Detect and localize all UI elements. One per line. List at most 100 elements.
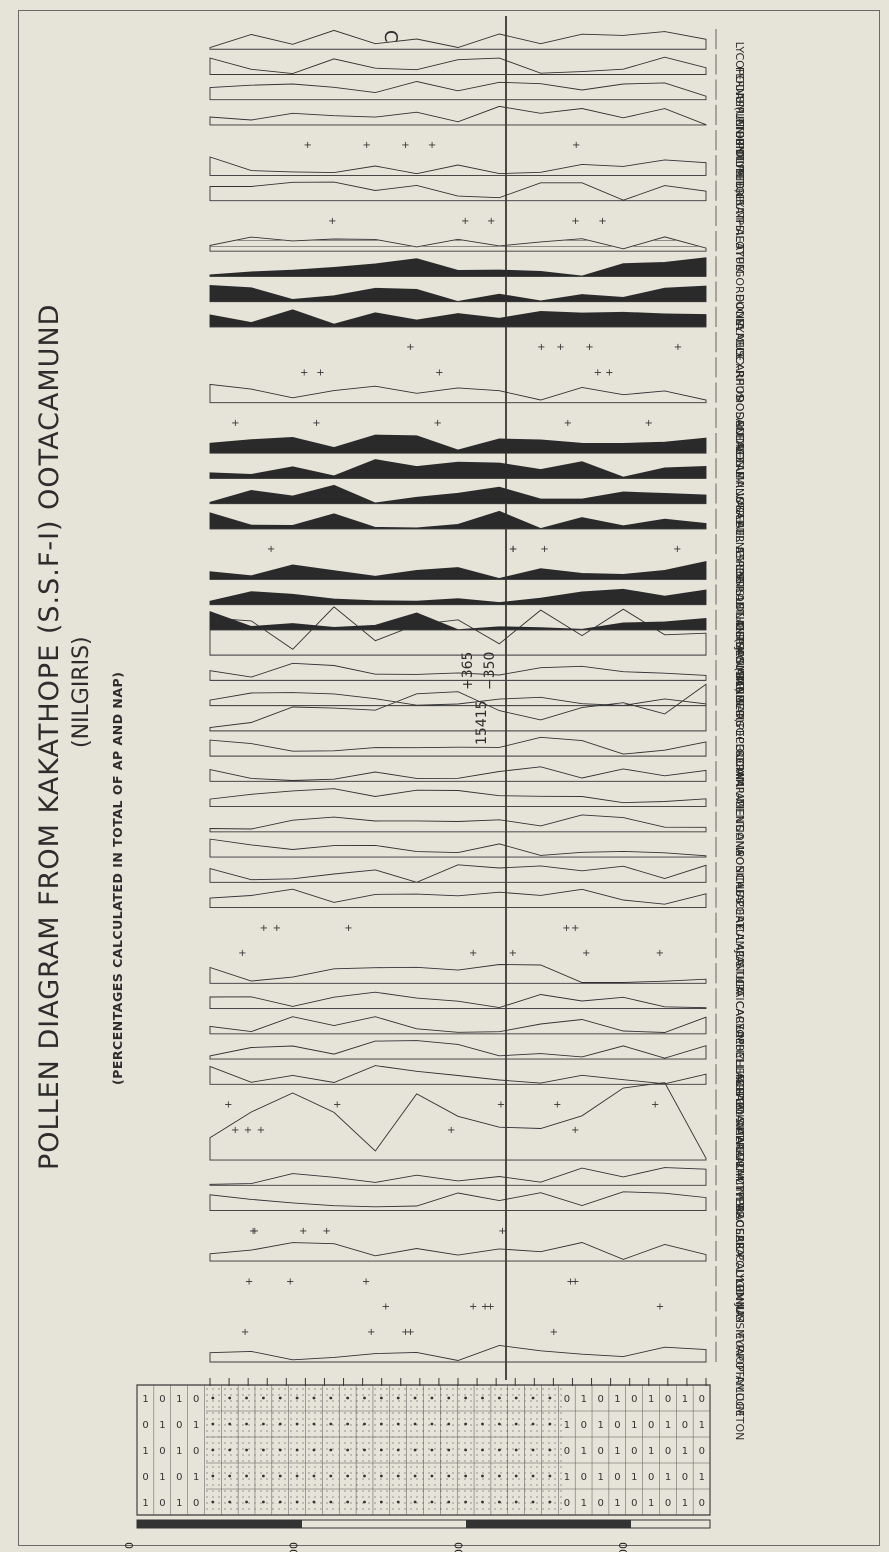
trace-cross: +	[344, 923, 352, 934]
trace-cross: +	[509, 948, 517, 959]
svg-text:1: 1	[614, 1446, 620, 1457]
lithology-column: 1010101010101010101001010101010101010101…	[136, 1384, 711, 1516]
taxon-curve	[209, 434, 707, 454]
trace-cross: +	[316, 367, 324, 378]
taxon-label: ASPLENIUM	[733, 92, 746, 155]
trace-cross: +	[433, 418, 441, 429]
trace-cross: +	[406, 1327, 414, 1338]
trace-cross: +	[594, 367, 602, 378]
trace-cross: +	[447, 1125, 455, 1136]
taxon-label: POLYSTICHUM	[733, 143, 746, 220]
trace-cross: +	[585, 342, 593, 353]
taxon-curve	[209, 606, 707, 656]
trace-cross: +	[238, 948, 246, 959]
taxon-curve	[209, 560, 707, 580]
svg-text:0: 0	[564, 1498, 570, 1509]
taxon-label: CARYOPHYLLACEAE	[733, 1001, 746, 1109]
svg-text:1: 1	[597, 1472, 603, 1483]
trace-cross: +	[273, 923, 281, 934]
taxon-label: FERNS (UNIDENTIFIED)	[733, 67, 746, 193]
taxon-label: POLYGONUM	[733, 1253, 746, 1323]
svg-text:0: 0	[176, 1472, 182, 1483]
date-value: 15415	[474, 700, 490, 745]
svg-text:0: 0	[614, 1472, 620, 1483]
taxon-label: ELAEOCARPUS	[733, 319, 746, 400]
svg-text:0: 0	[193, 1394, 199, 1405]
taxon-curve	[209, 105, 707, 126]
svg-text:0: 0	[597, 1446, 603, 1457]
trace-cross: +	[231, 418, 239, 429]
svg-text:1: 1	[581, 1498, 587, 1509]
taxon-label: PSILOTUM	[733, 218, 746, 274]
taxon-curve	[209, 788, 707, 808]
trace-cross: +	[550, 1327, 558, 1338]
trace-cross: +	[245, 1276, 253, 1287]
taxon-curve	[209, 864, 707, 883]
trace-cross: +	[299, 1226, 307, 1237]
trace-cross: +	[257, 1125, 265, 1136]
taxon-label: ILEX	[733, 345, 746, 369]
trace-cross: +	[571, 1125, 579, 1136]
taxon-curve	[209, 838, 707, 858]
taxon-label: EUONYMUS	[733, 294, 746, 357]
trace-cross: +	[605, 367, 613, 378]
taxon-label: UMBELLIFERAE	[733, 1026, 746, 1109]
trace-cross: +	[572, 140, 580, 151]
depth-scale-label: 100	[288, 1542, 301, 1552]
taxon-curve	[209, 692, 707, 707]
svg-text:1: 1	[665, 1420, 671, 1431]
taxon-label: GENTIANA	[733, 799, 746, 856]
taxon-curve	[209, 766, 707, 782]
taxon-curve	[209, 611, 707, 631]
svg-text:0: 0	[699, 1446, 705, 1457]
taxon-label: ARTEMISIA	[733, 1077, 746, 1136]
svg-text:1: 1	[193, 1420, 199, 1431]
svg-text:1: 1	[142, 1446, 148, 1457]
taxon-label: CHENOPOD-AMARANTH TYPE	[733, 1051, 746, 1211]
taxon-label: BERBERIS	[733, 673, 746, 728]
taxon-label: ROSACEAE	[733, 395, 746, 455]
trace-cross: +	[312, 418, 320, 429]
trace-cross: +	[300, 367, 308, 378]
svg-text:0: 0	[682, 1420, 688, 1431]
taxon-label: GORDONIA	[733, 269, 746, 330]
trace-cross: +	[435, 367, 443, 378]
taxon-curve	[209, 81, 707, 101]
trace-cross: +	[498, 1226, 506, 1237]
svg-text:1: 1	[699, 1472, 705, 1483]
svg-text:1: 1	[159, 1420, 165, 1431]
trace-cross: +	[428, 140, 436, 151]
taxon-label: MYRIOPHYLLUM	[733, 1329, 746, 1416]
taxon-curve	[209, 459, 707, 479]
svg-text:1: 1	[682, 1498, 688, 1509]
trace-cross: +	[486, 1302, 494, 1313]
taxon-label: LEGUMINOSAE	[733, 446, 746, 527]
trace-cross: +	[571, 923, 579, 934]
title-block: POLLEN DIAGRAM FROM KAKATHOPE (S.S.F-I) …	[34, 304, 65, 1170]
svg-text:0: 0	[614, 1420, 620, 1431]
trace-cross: +	[571, 216, 579, 227]
trace-cross: +	[487, 216, 495, 227]
svg-text:1: 1	[176, 1498, 182, 1509]
trace-cross: +	[401, 140, 409, 151]
depth-scale-label: 300	[617, 1542, 630, 1552]
trace-cross: +	[241, 1327, 249, 1338]
taxon-curve	[209, 736, 707, 757]
svg-text:1: 1	[564, 1420, 570, 1431]
taxon-curve	[209, 156, 707, 176]
trace-cross: +	[323, 1226, 331, 1237]
taxon-curve	[209, 56, 707, 75]
taxon-label: RUTACEAE	[733, 420, 746, 478]
taxon-curve	[209, 383, 707, 404]
svg-text:0: 0	[581, 1420, 587, 1431]
svg-text:0: 0	[142, 1420, 148, 1431]
depth-scale-label: 0	[123, 1542, 136, 1549]
taxon-label: JUSTICIA	[733, 950, 746, 998]
svg-text:0: 0	[665, 1394, 671, 1405]
trace-cross: +	[251, 1226, 259, 1237]
taxon-curve	[209, 1016, 707, 1035]
taxon-curve	[209, 285, 707, 303]
taxon-label: CYATHAEA	[733, 193, 746, 250]
taxon-curve	[209, 1167, 707, 1186]
svg-text:1: 1	[581, 1446, 587, 1457]
